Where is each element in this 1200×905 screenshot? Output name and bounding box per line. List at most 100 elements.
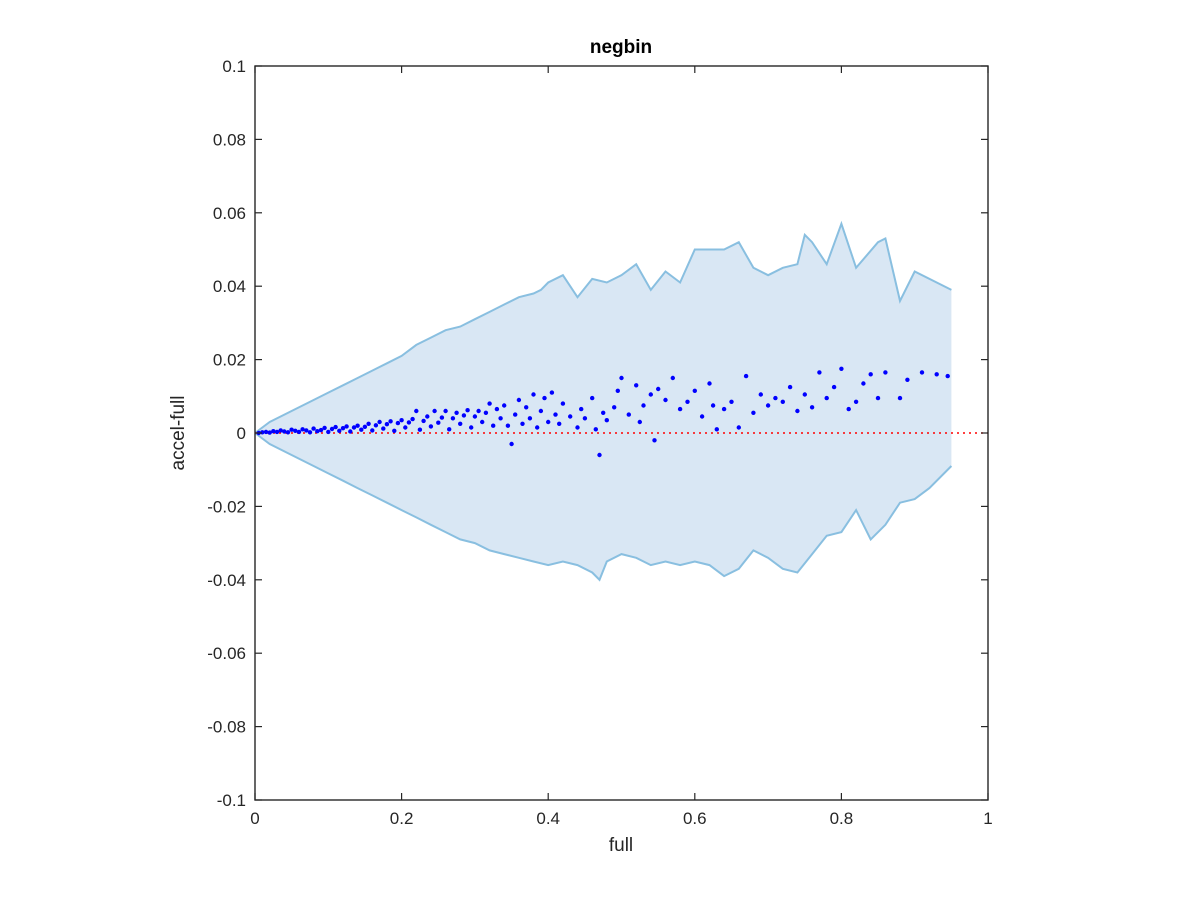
scatter-point [344, 424, 349, 429]
scatter-point [329, 426, 335, 432]
scatter-point [406, 420, 412, 425]
scatter-point [934, 372, 939, 377]
scatter-point [293, 428, 298, 433]
scatter-point [307, 430, 313, 435]
band-fill [255, 223, 952, 580]
scatter-point [487, 401, 492, 406]
scatter-point [773, 395, 778, 401]
scatter-point [322, 425, 327, 431]
y-tick-label: 0.06 [213, 204, 246, 223]
scatter-point [663, 397, 668, 403]
scatter-point [626, 412, 631, 417]
scatter-point [601, 410, 606, 415]
scatter-point [362, 424, 368, 429]
scatter-point [263, 429, 269, 435]
scatter-point [758, 392, 763, 397]
scatter-point [710, 403, 716, 408]
scatter-point [743, 373, 749, 379]
y-axis-label: accel-full [168, 396, 189, 471]
x-tick-label: 0.2 [390, 809, 414, 828]
scatter-point [846, 406, 851, 412]
scatter-point [729, 399, 734, 404]
y-tick-label: 0.1 [222, 57, 246, 76]
scatter-point [615, 388, 620, 393]
scatter-point [388, 419, 393, 424]
scatter-point [318, 427, 324, 433]
scatter-point [417, 427, 423, 432]
scatter-point [370, 428, 375, 433]
scatter-point [458, 421, 463, 426]
scatter-point [656, 386, 661, 392]
scatter-point [524, 405, 529, 410]
scatter-point [447, 427, 452, 432]
y-tick-label: -0.06 [207, 644, 246, 663]
scatter-point [274, 429, 280, 435]
y-tick-label: 0 [237, 424, 246, 443]
x-tick-label: 0 [250, 809, 259, 828]
scatter-point [282, 429, 287, 434]
scatter-point [421, 418, 426, 424]
scatter-point [542, 395, 547, 401]
scatter-point [491, 423, 496, 428]
scatter-point [553, 412, 558, 417]
x-tick-label: 1 [983, 809, 992, 828]
y-tick-label: -0.1 [217, 791, 246, 810]
scatter-point [527, 416, 533, 421]
scatter-point [315, 429, 320, 434]
band-upper-edge [254, 220, 952, 434]
scatter-point [439, 415, 445, 420]
scatter-point [351, 425, 357, 430]
scatter-point [469, 425, 474, 430]
scatter-point [443, 408, 448, 414]
y-tick-label: 0.08 [213, 130, 246, 149]
y-tick-label: -0.04 [207, 571, 246, 590]
scatter-point [692, 388, 697, 393]
scatter-point [377, 419, 382, 425]
scatter-point [428, 424, 434, 429]
scatter-point [289, 427, 294, 432]
scatter-point [593, 427, 598, 432]
scatter-point [875, 395, 881, 401]
scatter-point [721, 406, 727, 412]
scatter-point [817, 370, 822, 375]
scatter-point [707, 381, 712, 386]
scatter-point [736, 425, 741, 430]
scatter-point [714, 427, 719, 432]
scatter-point [271, 429, 276, 434]
scatter-point [637, 419, 642, 425]
scatter-point [670, 375, 675, 381]
scatter-point [538, 408, 544, 414]
scatter-point [399, 418, 404, 423]
scatter-point [839, 366, 844, 371]
scatter-point [824, 395, 829, 401]
scatter-point [568, 414, 573, 419]
scatter-point [465, 408, 470, 413]
scatter-point [285, 430, 291, 435]
scatter-point [861, 381, 866, 386]
plot-area [254, 220, 988, 582]
scatter-point [425, 414, 430, 419]
scatter-point [395, 420, 401, 426]
scatter-point [384, 422, 390, 427]
scatter-point [494, 406, 500, 412]
scatter-point [604, 418, 609, 423]
scatter-point [366, 421, 371, 426]
scatter-point [432, 408, 437, 414]
scatter-point [505, 423, 511, 428]
scatter-point [883, 370, 888, 375]
scatter-point [436, 420, 441, 425]
chart-title: negbin [590, 37, 652, 58]
scatter-point [450, 416, 456, 421]
scatter-point [905, 377, 910, 382]
y-tick-label: -0.02 [207, 497, 246, 516]
scatter-point [355, 423, 360, 428]
scatter-point [502, 403, 507, 408]
scatter-point [498, 416, 503, 421]
scatter-point [381, 426, 386, 431]
scatter-point [516, 397, 522, 403]
scatter-point [853, 399, 859, 404]
scatter-point [597, 452, 602, 458]
scatter-point [557, 421, 562, 426]
scatter-point [765, 403, 771, 408]
